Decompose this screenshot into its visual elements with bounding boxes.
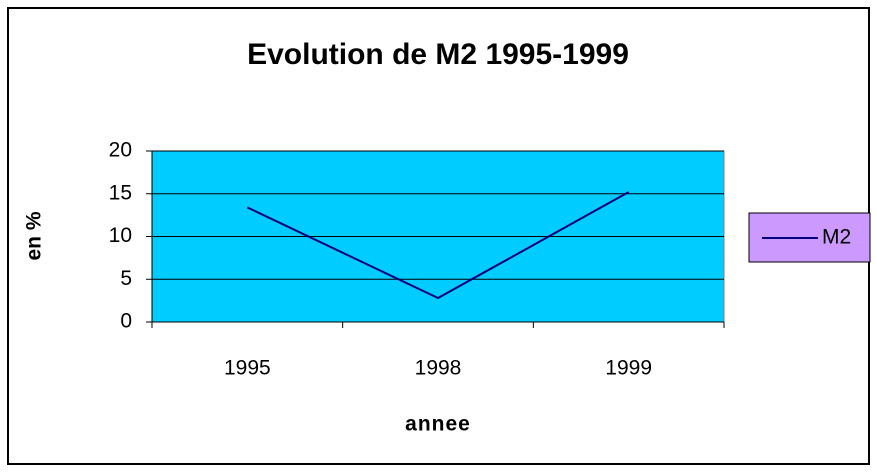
chart-title: Evolution de M2 1995-1999 [247,38,629,71]
y-tick-label: 15 [109,181,132,204]
y-tick-label: 0 [120,310,132,333]
y-axis-label: en % [23,211,46,260]
x-tick-label: 1999 [605,357,652,380]
x-tick-label: 1995 [224,357,271,380]
x-axis-label: annee [405,413,471,436]
line-series [246,191,630,300]
y-tick-label: 10 [109,224,132,247]
y-tick-label: 5 [120,267,132,290]
x-tick-label: 1998 [415,357,462,380]
y-tick-label: 20 [109,139,132,162]
legend-label: M2 [822,226,851,249]
